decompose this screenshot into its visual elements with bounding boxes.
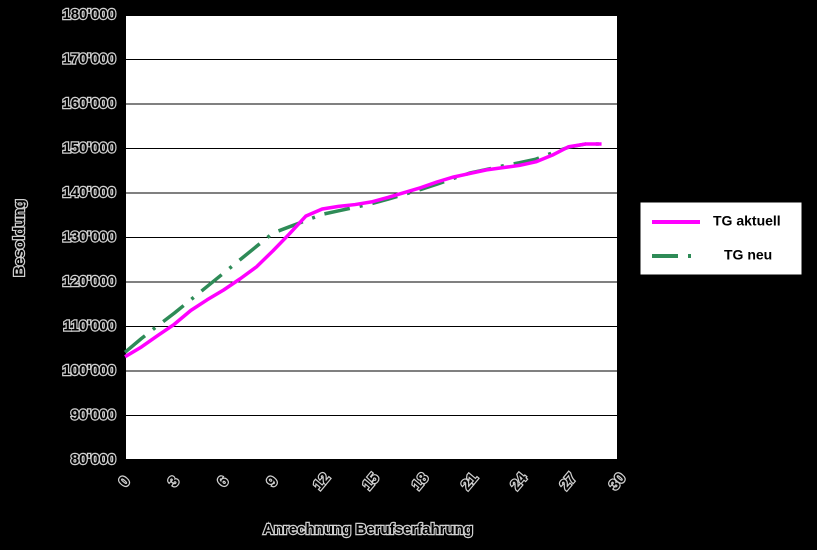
x-tick-label: 9	[263, 473, 281, 490]
y-tick-label: 90'000	[71, 406, 116, 423]
legend-label-tg-aktuell: TG aktuell	[713, 213, 781, 229]
gridlines	[125, 14, 618, 461]
y-tick-label: 140'000	[62, 184, 116, 201]
x-axis-ticks: 0 3 6 9 12 15 18 21 24 27 30	[114, 460, 631, 495]
x-tick-label: 15	[359, 470, 383, 494]
y-tick-label: 110'000	[63, 317, 116, 334]
y-tick-label: 160'000	[62, 95, 116, 112]
x-tick-label: 30	[606, 470, 630, 494]
y-tick-label: 120'000	[62, 273, 116, 290]
x-axis-title: Anrechnung Berufserfahrung	[263, 521, 473, 538]
series-line-tg-aktuell	[124, 142, 602, 359]
x-tick-label: 24	[507, 469, 531, 493]
x-tick-label: 6	[214, 473, 232, 490]
x-tick-label: 0	[115, 473, 133, 490]
y-tick-label: 100'000	[62, 362, 116, 379]
x-tick-label: 21	[458, 470, 482, 494]
series-line-tg-neu	[123, 142, 602, 354]
x-tick-label: 12	[310, 470, 334, 494]
y-tick-label: 180'000	[62, 6, 116, 23]
x-tick-label: 18	[409, 470, 433, 494]
y-tick-label: 170'000	[62, 50, 116, 67]
x-tick-label: 3	[165, 473, 183, 490]
series-lines	[123, 142, 602, 359]
y-axis-ticks: 80'000 90'000 100'000 110'000 120'000 130'000…	[61, 5, 125, 469]
legend: TG aktuell TG neu	[639, 201, 803, 276]
y-axis-title: Besoldung	[11, 199, 28, 277]
x-tick-label: 27	[556, 470, 580, 494]
y-tick-label: 80'000	[71, 451, 116, 468]
legend-label-tg-neu: TG neu	[724, 247, 772, 263]
legend-box	[639, 201, 803, 276]
y-tick-label: 130'000	[62, 228, 116, 245]
y-tick-label: 150'000	[62, 139, 116, 156]
